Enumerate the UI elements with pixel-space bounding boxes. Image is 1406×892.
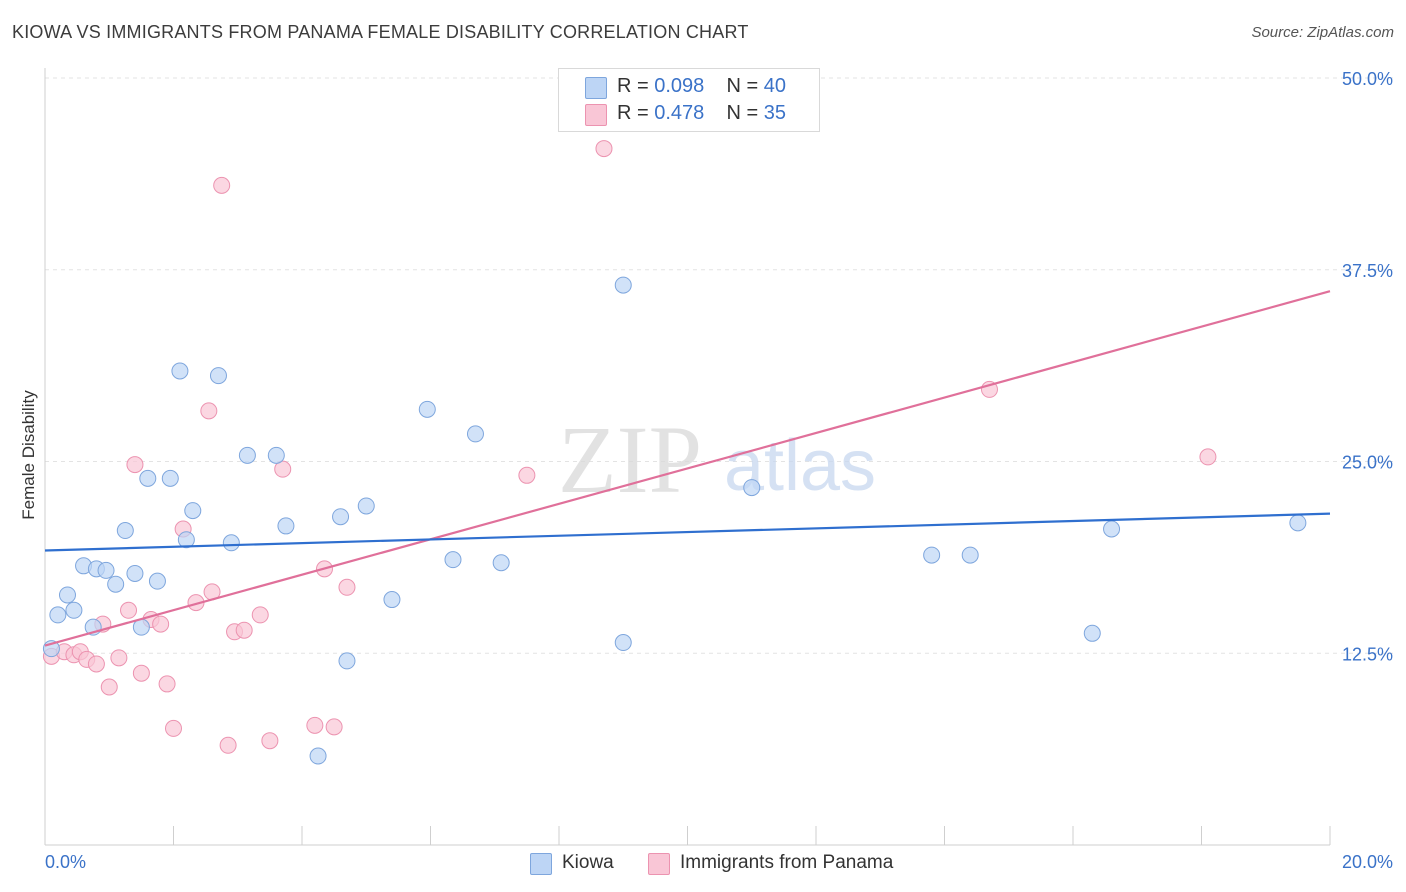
panama-point-31[interactable] [518, 466, 536, 484]
watermark-zip: ZIP [558, 406, 702, 513]
panama-point-30[interactable] [338, 578, 356, 596]
chart-title: KIOWA VS IMMIGRANTS FROM PANAMA FEMALE D… [12, 22, 749, 42]
kiowa-point-18[interactable] [209, 367, 227, 385]
kiowa-n-label: N = [726, 75, 759, 97]
gridlines [45, 77, 1393, 654]
kiowa-point-16[interactable] [177, 531, 195, 549]
kiowa-point-15[interactable] [171, 362, 189, 380]
stats-legend: R = 0.098 N = 40 R = 0.478 N = 35 [558, 68, 820, 132]
panama-point-34[interactable] [1199, 448, 1217, 466]
kiowa-r-label: R = [617, 75, 649, 97]
panama-point-27[interactable] [306, 716, 324, 734]
kiowa-point-39[interactable] [1289, 514, 1307, 532]
kiowa-legend-label: Kiowa [562, 852, 614, 873]
panama-point-14[interactable] [158, 675, 176, 693]
kiowa-point-35[interactable] [923, 546, 941, 564]
panama-point-13[interactable] [152, 615, 170, 633]
panama-point-29[interactable] [325, 718, 343, 736]
panama-swatch [585, 104, 607, 126]
panama-point-18[interactable] [200, 402, 218, 420]
kiowa-point-36[interactable] [961, 546, 979, 564]
panama-point-24[interactable] [251, 606, 269, 624]
panama-point-7[interactable] [100, 678, 118, 696]
y-tick-label-0: 12.5% [1342, 644, 1393, 664]
trend-lines [44, 290, 1331, 647]
kiowa-point-12[interactable] [139, 469, 157, 487]
kiowa-point-34[interactable] [743, 479, 761, 497]
panama-point-11[interactable] [132, 664, 150, 682]
kiowa-point-23[interactable] [309, 747, 327, 765]
kiowa-point-10[interactable] [126, 564, 144, 582]
kiowa-point-9[interactable] [116, 522, 134, 540]
panama-point-9[interactable] [120, 601, 138, 619]
source-credit: Source: ZipAtlas.com [1251, 24, 1394, 41]
panama-point-8[interactable] [110, 649, 128, 667]
kiowa-point-37[interactable] [1083, 624, 1101, 642]
kiowa-point-7[interactable] [97, 561, 115, 579]
kiowa-point-29[interactable] [444, 551, 462, 569]
kiowa-point-21[interactable] [267, 446, 285, 464]
kiowa-point-19[interactable] [222, 534, 240, 552]
watermark: ZIP atlas [558, 406, 876, 513]
y-tick-label-2: 37.5% [1342, 261, 1393, 281]
panama-n-value: 35 [763, 102, 787, 124]
panama-point-5[interactable] [87, 655, 105, 673]
y-tick-label-1: 25.0% [1342, 453, 1393, 473]
kiowa-point-3[interactable] [65, 601, 83, 619]
panama-trend-line [44, 290, 1331, 647]
kiowa-point-26[interactable] [357, 497, 375, 515]
kiowa-point-13[interactable] [148, 572, 166, 590]
kiowa-swatch [585, 77, 607, 99]
kiowa-point-33[interactable] [614, 276, 632, 294]
kiowa-point-25[interactable] [338, 652, 356, 670]
y-tick-label-3: 50.0% [1342, 69, 1393, 89]
series-kiowa-points [42, 276, 1307, 765]
y-axis-label: Female Disability [19, 390, 38, 520]
panama-point-21[interactable] [219, 736, 237, 754]
kiowa-r-value: 0.098 [654, 75, 705, 97]
kiowa-stats: R = 0.098 N = 40 [617, 75, 786, 98]
x-tick-label-max: 20.0% [1342, 852, 1393, 872]
panama-r-label: R = [617, 102, 649, 124]
kiowa-point-17[interactable] [184, 502, 202, 520]
kiowa-n-value: 40 [763, 75, 787, 97]
x-ticks [44, 826, 1331, 845]
kiowa-point-38[interactable] [1103, 520, 1121, 538]
kiowa-point-8[interactable] [107, 575, 125, 593]
y-tick-labels: 12.5% 25.0% 37.5% 50.0% [1342, 69, 1393, 664]
panama-point-23[interactable] [235, 621, 253, 639]
panama-point-25[interactable] [261, 732, 279, 750]
panama-point-26[interactable] [274, 460, 292, 478]
x-tick-label-min: 0.0% [45, 852, 86, 872]
panama-point-20[interactable] [213, 176, 231, 194]
kiowa-point-27[interactable] [383, 591, 401, 609]
kiowa-point-2[interactable] [58, 586, 76, 604]
kiowa-legend-swatch [530, 853, 552, 875]
panama-stats: R = 0.478 N = 35 [617, 102, 786, 125]
panama-point-32[interactable] [595, 140, 613, 158]
panama-n-label: N = [726, 102, 759, 124]
panama-point-15[interactable] [165, 719, 182, 737]
kiowa-point-22[interactable] [277, 517, 295, 535]
kiowa-point-32[interactable] [614, 634, 632, 652]
panama-point-10[interactable] [126, 456, 144, 474]
kiowa-point-14[interactable] [161, 469, 179, 487]
kiowa-point-30[interactable] [466, 425, 484, 443]
kiowa-point-31[interactable] [492, 554, 510, 572]
panama-legend-label: Immigrants from Panama [680, 852, 894, 873]
kiowa-point-20[interactable] [238, 446, 256, 464]
kiowa-point-1[interactable] [49, 606, 67, 624]
kiowa-trend-line [44, 512, 1331, 552]
panama-legend-swatch [648, 853, 670, 875]
kiowa-point-28[interactable] [418, 400, 436, 418]
panama-r-value: 0.478 [654, 102, 705, 124]
kiowa-point-24[interactable] [332, 508, 350, 526]
